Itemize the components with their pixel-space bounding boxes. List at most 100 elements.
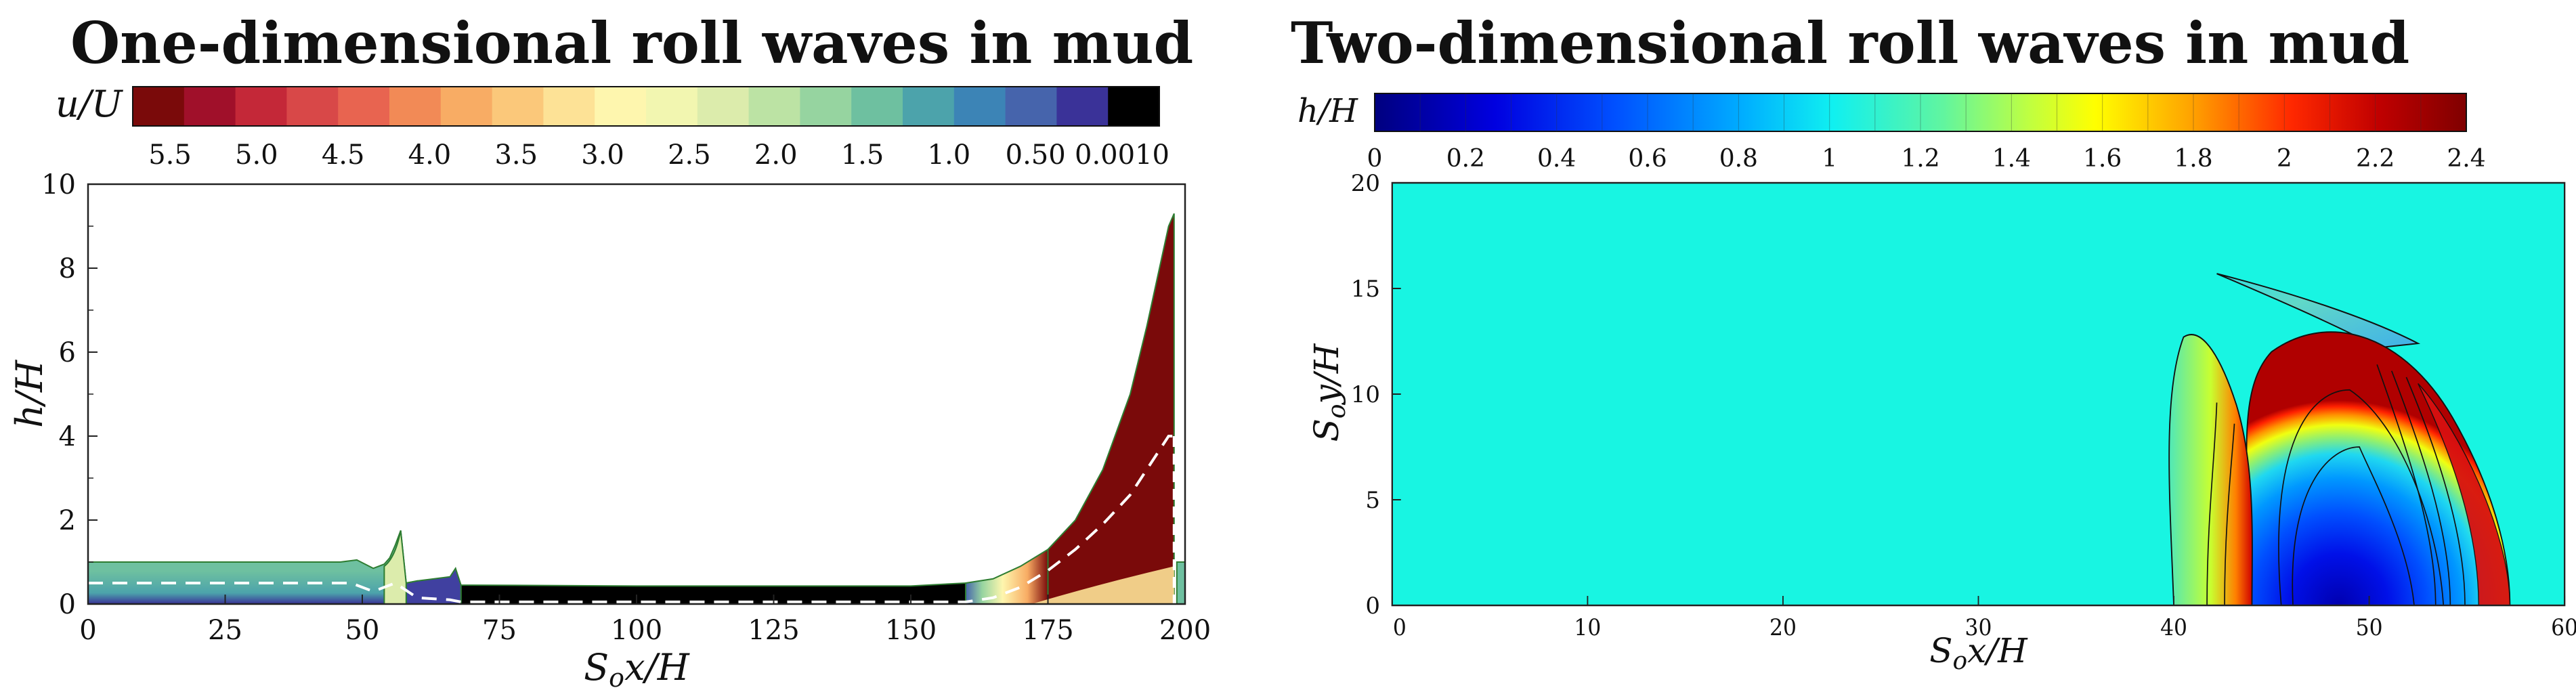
colorbar-tick-label: 0.0010 [1075, 139, 1169, 171]
x-tick-label: 125 [748, 615, 799, 646]
x-tick-label: 30 [1965, 614, 1992, 641]
profile-region-underlayer [1031, 566, 1174, 604]
x-tick-label: 0 [79, 615, 96, 646]
colorbar-tick-label: 3.5 [494, 139, 538, 171]
y-axis-label-2d: Soy/H [1307, 343, 1351, 442]
colorbar-swatch [184, 87, 236, 126]
colorbar-swatch [286, 87, 339, 126]
plot-area-1d [88, 213, 1185, 604]
y-tick-label: 5 [1365, 487, 1380, 514]
chart-1d-roll-waves: u/U 5.5 5.0 4.5 4.0 3.5 3.0 2.5 2.0 1.5 1.0 0.50 0.… [8, 83, 1211, 688]
colorbar-tick-labels-1d: 5.5 5.0 4.5 4.0 3.5 3.0 2.5 2.0 1.5 1.0 0.50 0.0010 [148, 139, 1169, 171]
x-axis-label-1d: Sox/H [584, 646, 690, 688]
wave-left-lip [2168, 334, 2253, 606]
mean-velocity-dashed-line [88, 435, 1174, 603]
colorbar-tick-label: 1.8 [2174, 145, 2212, 173]
colorbar-tick-label: 2.2 [2356, 145, 2395, 173]
x-tick-label: 100 [611, 615, 662, 646]
colorbar-u-over-U [132, 86, 1160, 127]
y-tick-label: 0 [59, 589, 76, 620]
colorbar-swatch [1108, 87, 1160, 126]
colorbar-tick-label: 2.5 [668, 139, 711, 171]
profile-region-tail [1176, 561, 1185, 604]
colorbar-tick-label: 1.0 [928, 139, 971, 171]
colorbar-tick-label: 0.50 [1006, 139, 1066, 171]
y-tick-label: 10 [1351, 381, 1380, 408]
x-tick-label: 200 [1159, 615, 1211, 646]
colorbar-swatch [492, 87, 544, 126]
contour-line [2391, 370, 2451, 606]
colorbar-swatch [389, 87, 442, 126]
x-tick-label: 60 [2551, 614, 2576, 641]
colorbar-swatch [1056, 87, 1109, 126]
x-tick-label: 75 [482, 615, 517, 646]
panel-title-2d: Two-dimensional roll waves in mud [1291, 9, 2410, 77]
x-tick-label: 20 [1769, 614, 1797, 641]
contour-line [2405, 377, 2466, 606]
y-tick-label: 10 [41, 169, 76, 200]
colorbar-tick-labels-2d: 0 0.2 0.4 0.6 0.8 1 1.2 1.4 1.6 1.8 2 2.2 2.4 [1367, 145, 2486, 173]
colorbar-grid-2d [1419, 93, 2422, 131]
colorbar-tick-label: 1 [1822, 145, 1837, 173]
contour-line [2206, 402, 2218, 606]
colorbar-tick-label: 5.5 [148, 139, 192, 171]
colorbar-tick-label: 1.2 [1901, 145, 1939, 173]
plot-frame-1d [87, 183, 1186, 605]
colorbar-swatch [338, 87, 390, 126]
colorbar-swatch [748, 87, 800, 126]
contour-line [2278, 389, 2445, 606]
x-tick-label: 50 [2356, 614, 2383, 641]
profile-region-front [965, 548, 1049, 604]
colorbar-swatch [953, 87, 1006, 126]
colorbar-swatch [133, 87, 185, 126]
colorbar-tick-label: 3.0 [581, 139, 624, 171]
colorbar-tick-label: 0.4 [1537, 145, 1576, 173]
y-tick-label: 6 [59, 337, 76, 368]
y-axis-ticks-1d: 0 2 4 6 8 10 [41, 169, 98, 620]
y-axis-label-1d: h/H [8, 360, 51, 428]
profile-region-slug [88, 530, 418, 604]
wave-upper-arm [2216, 273, 2421, 349]
x-tick-label: 25 [208, 615, 242, 646]
colorbar-swatch [697, 87, 750, 126]
chart-2d-roll-waves: h/H 0 0.2 0.4 0.6 0.8 1 1.2 1.4 1.6 1.8 2 2.2 2.4 0 1… [1297, 92, 2576, 675]
wave-front-band [2418, 383, 2511, 606]
colorbar-swatch [851, 87, 903, 126]
colorbar-label-h-over-H: h/H [1297, 92, 1358, 130]
colorbar-tick-label: 5.0 [235, 139, 278, 171]
y-tick-label: 20 [1351, 170, 1380, 197]
contour-line [2292, 446, 2415, 606]
profile-region-spike [383, 530, 407, 604]
x-tick-label: 50 [345, 615, 380, 646]
plot-area-2d [1391, 181, 2566, 607]
profile-region-head [1047, 213, 1175, 604]
y-tick-label: 8 [59, 253, 76, 284]
colorbar-tick-label: 0 [1367, 145, 1383, 173]
colorbar-swatch [595, 87, 647, 126]
colorbar-swatch [1005, 87, 1057, 126]
y-tick-label: 15 [1351, 276, 1380, 303]
colorbar-tick-label: 4.0 [408, 139, 452, 171]
x-tick-label: 10 [1574, 614, 1601, 641]
colorbar-swatch [235, 87, 287, 126]
x-axis-label-2d: Sox/H [1929, 631, 2028, 675]
x-tick-label: 40 [2160, 614, 2187, 641]
panel-title-1d: One-dimensional roll waves in mud [70, 9, 1194, 77]
colorbar-swatch [440, 87, 493, 126]
y-axis-ticks-2d [1392, 182, 1401, 606]
colorbar-tick-label: 1.4 [1992, 145, 2031, 173]
colorbar-tick-label: 2.0 [754, 139, 798, 171]
colorbar-tick-label: 1.5 [841, 139, 884, 171]
x-tick-label: 150 [885, 615, 937, 646]
y-tick-label: 2 [59, 505, 76, 536]
colorbar-tick-label: 4.5 [322, 139, 365, 171]
colorbar-tick-label: 0.8 [1719, 145, 1758, 173]
contour-line [2376, 364, 2437, 606]
colorbar-swatch [646, 87, 698, 126]
colorbar-tick-label: 0.6 [1628, 145, 1667, 173]
x-tick-label: 0 [1393, 614, 1407, 641]
x-axis-ticks-1d: 0 25 50 75 100 125 150 175 200 [79, 595, 1211, 646]
colorbar-h-over-H [1374, 93, 2467, 132]
colorbar-tick-label: 2 [2277, 145, 2292, 173]
colorbar-label-u-over-U: u/U [56, 83, 123, 125]
